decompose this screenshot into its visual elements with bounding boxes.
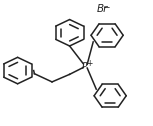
Text: P: P [82,62,88,71]
Text: +: + [86,58,92,68]
Text: −: − [102,2,110,11]
Text: Br: Br [96,4,108,14]
